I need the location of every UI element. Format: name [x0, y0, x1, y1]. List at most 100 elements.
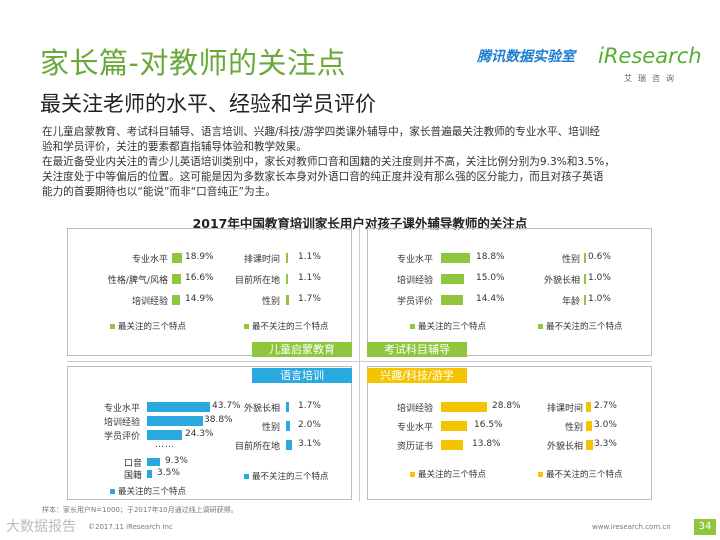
bar: [172, 295, 180, 305]
quadrant-label-exam: 考试科目辅导: [367, 342, 467, 357]
bar-value-label: 16.5%: [474, 420, 503, 430]
copyright: ©2017.11 iResearch Inc: [88, 523, 173, 531]
bar: [586, 440, 593, 450]
chart-title: 2017年中国教育培训家长用户对孩子课外辅导教师的关注点: [192, 216, 528, 231]
bar-value-label: 3.5%: [157, 468, 180, 478]
bar: [441, 421, 467, 431]
panel-interest-tech: [367, 366, 652, 500]
bar-label: 外貌长相: [546, 442, 583, 452]
bar-value-label: 1.0%: [588, 294, 611, 304]
ellipsis: ……: [155, 440, 175, 450]
bar: [586, 402, 591, 412]
legend-swatch: [538, 472, 543, 477]
bar-value-label: 1.7%: [298, 294, 321, 304]
bar-label: 学员评价: [396, 297, 433, 307]
legend-most: 最关注的三个特点: [110, 485, 186, 497]
sample-note: 样本：家长用户N=1000；于2017年10月通过线上调研获得。: [42, 506, 238, 514]
quadrant-label-children: 儿童启蒙教育: [252, 342, 352, 357]
bar-label: 国籍: [123, 471, 142, 481]
legend-text: 最关注的三个特点: [418, 470, 487, 480]
legend-text: 最关注的三个特点: [418, 322, 487, 332]
bar-label: 外貌长相: [543, 276, 580, 286]
bar-label: 性别: [261, 423, 280, 433]
bar-label: 排课时间: [243, 255, 280, 265]
vertical-divider: [359, 226, 360, 502]
bar: [286, 421, 290, 431]
legend-swatch: [410, 324, 415, 329]
bar-value-label: 0.6%: [588, 252, 611, 262]
legend-most: 最关注的三个特点: [410, 468, 486, 480]
legend-least: 最不关注的三个特点: [244, 470, 329, 482]
bar-value-label: 43.7%: [212, 401, 241, 411]
horizontal-divider: [67, 361, 652, 362]
bar-label: 专业水平: [131, 255, 168, 265]
paragraph-line: 在儿童启蒙教育、考试科目辅导、语言培训、兴趣/科技/游学四类课外辅导中，家长普遍…: [42, 126, 601, 138]
bar-value-label: 2.0%: [298, 420, 321, 430]
page-subtitle: 最关注老师的水平、经验和学员评价: [40, 92, 376, 116]
bar: [584, 274, 586, 284]
bar: [147, 402, 210, 412]
bar: [147, 430, 182, 440]
bar-label: 目前所在地: [234, 442, 280, 452]
bar-label: 性别: [561, 255, 580, 265]
legend-text: 最关注的三个特点: [118, 322, 187, 332]
bar-label: 培训经验: [396, 404, 433, 414]
bar-label: 培训经验: [103, 418, 140, 428]
bar-value-label: 13.8%: [472, 439, 501, 449]
bar-value-label: 1.7%: [298, 401, 321, 411]
bar-label: 口音: [123, 459, 142, 469]
bar: [286, 253, 288, 263]
bar-label: 性别: [564, 423, 583, 433]
legend-least: 最不关注的三个特点: [538, 468, 623, 480]
bar-label: 性别: [261, 297, 280, 307]
legend-text: 最关注的三个特点: [118, 487, 187, 497]
paragraph-line: 关注度处于中等偏后的位置。这可能是因为多数家长本身对外语口音的纯正度并没有那么强…: [42, 171, 604, 183]
legend-text: 最不关注的三个特点: [252, 472, 329, 482]
paragraph-line: 在最近备受业内关注的青少儿英语培训类别中，家长对教师口音和国籍的关注度则并不高，…: [42, 156, 615, 168]
bar-label: 目前所在地: [234, 276, 280, 286]
legend-swatch: [110, 324, 115, 329]
bar-value-label: 18.8%: [476, 252, 505, 262]
bar: [172, 274, 181, 284]
bar: [584, 253, 586, 263]
bar-value-label: 2.7%: [594, 401, 617, 411]
bar-label: 排课时间: [546, 404, 583, 414]
legend-swatch: [110, 489, 115, 494]
panel-children-education: [67, 228, 352, 356]
bar-label: 年龄: [561, 297, 580, 307]
page-title: 家长篇-对教师的关注点: [40, 46, 346, 80]
paragraph-line: 能力的首要期待也以“能说”而非“口音纯正”为主。: [42, 186, 276, 198]
website: www.iresearch.com.cn: [592, 523, 671, 531]
bar-value-label: 16.6%: [185, 273, 214, 283]
legend-text: 最不关注的三个特点: [546, 322, 623, 332]
bar: [586, 421, 592, 431]
legend-most: 最关注的三个特点: [110, 320, 186, 332]
bar-label: 外貌长相: [243, 404, 280, 414]
legend-most: 最关注的三个特点: [410, 320, 486, 332]
legend-swatch: [244, 324, 249, 329]
quadrant-label-interest: 兴趣/科技/游学: [367, 368, 467, 383]
bar: [441, 440, 463, 450]
bar-value-label: 3.0%: [594, 420, 617, 430]
bar-value-label: 3.3%: [594, 439, 617, 449]
bar: [147, 470, 152, 478]
bar: [147, 458, 160, 466]
bar: [584, 295, 586, 305]
legend-swatch: [410, 472, 415, 477]
bar-value-label: 28.8%: [492, 401, 521, 411]
panel-language-training: [67, 366, 352, 500]
watermark: 大数据报告: [6, 519, 76, 535]
bar-label: 专业水平: [103, 404, 140, 414]
bar-value-label: 15.0%: [476, 273, 505, 283]
panel-exam-tutoring: [367, 228, 652, 356]
bar-value-label: 14.9%: [185, 294, 214, 304]
bar-value-label: 1.1%: [298, 252, 321, 262]
bar-value-label: 14.4%: [476, 294, 505, 304]
quadrant-label-language: 语言培训: [252, 368, 352, 383]
tencent-data-lab-logo: 腾讯数据实验室: [477, 49, 575, 65]
iresearch-logo-subtitle: 艾瑞咨询: [624, 74, 680, 83]
bar-value-label: 1.0%: [588, 273, 611, 283]
bar-label: 专业水平: [396, 423, 433, 433]
bar: [441, 274, 464, 284]
bar: [441, 253, 470, 263]
